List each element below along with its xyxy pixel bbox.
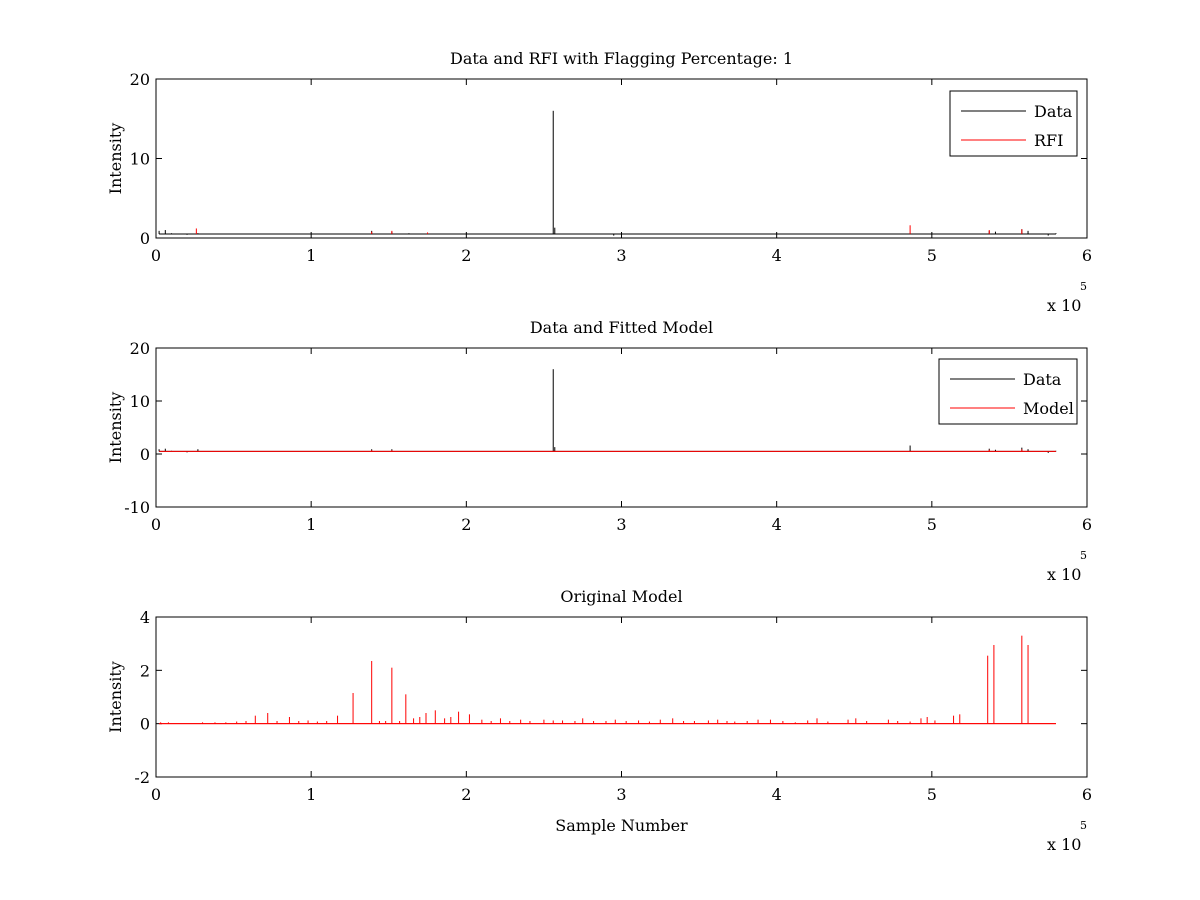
y-tick-label: 2 <box>140 661 150 680</box>
plot-area <box>155 110 1057 236</box>
x-tick-label: 4 <box>772 515 782 534</box>
y-tick-label: 4 <box>140 608 150 627</box>
plot-area <box>155 369 1057 453</box>
chart-title: Data and RFI with Flagging Percentage: 1 <box>450 49 793 68</box>
x-axis-label: Sample Number <box>555 816 688 835</box>
x-exponent-label: x 10 <box>1047 296 1081 315</box>
x-tick-label: 3 <box>616 785 626 804</box>
legend-box <box>938 358 1078 425</box>
x-tick-label: 0 <box>151 515 161 534</box>
x-tick-label: 2 <box>461 785 471 804</box>
axes-box <box>155 616 1088 778</box>
x-tick-label: 1 <box>306 785 316 804</box>
y-tick-label: -2 <box>134 768 150 787</box>
y-tick-label: 20 <box>130 70 150 89</box>
x-exponent-label: x 10 <box>1047 565 1081 584</box>
legend-label: Model <box>1023 399 1074 418</box>
series-model <box>159 449 1056 452</box>
legend-label: RFI <box>1034 131 1063 150</box>
series-rfi <box>195 225 1023 235</box>
y-axis-label: Intensity <box>106 123 125 195</box>
x-tick-label: 3 <box>616 515 626 534</box>
x-tick-label: 2 <box>461 246 471 265</box>
x-tick-label: 1 <box>306 246 316 265</box>
subplot-1: Data and RFI with Flagging Percentage: 1… <box>106 49 1092 315</box>
x-exponent-power: 5 <box>1080 549 1087 562</box>
x-tick-label: 4 <box>772 246 782 265</box>
x-tick-label: 2 <box>461 515 471 534</box>
series-data <box>155 110 1057 236</box>
x-tick-label: 6 <box>1082 785 1092 804</box>
x-tick-label: 0 <box>151 785 161 804</box>
y-tick-label: 0 <box>140 229 150 248</box>
axes-box <box>155 78 1088 239</box>
y-tick-label: 20 <box>130 339 150 358</box>
x-tick-label: 0 <box>151 246 161 265</box>
y-tick-label: 10 <box>130 392 150 411</box>
plot-area <box>159 635 1056 725</box>
chart-title: Original Model <box>560 587 682 606</box>
legend-label: Data <box>1034 102 1073 121</box>
axes-box <box>155 347 1088 508</box>
y-tick-label: 0 <box>140 715 150 734</box>
x-tick-label: 5 <box>927 246 937 265</box>
chart-title: Data and Fitted Model <box>530 318 713 337</box>
x-exponent-power: 5 <box>1080 819 1087 832</box>
legend-box <box>949 90 1078 157</box>
y-axis-label: Intensity <box>106 392 125 464</box>
y-tick-label: 0 <box>140 445 150 464</box>
legend: Data RFI <box>949 90 1078 157</box>
x-tick-label: 5 <box>927 785 937 804</box>
x-tick-label: 6 <box>1082 246 1092 265</box>
x-exponent-power: 5 <box>1080 280 1087 293</box>
x-tick-label: 1 <box>306 515 316 534</box>
y-tick-label: -10 <box>124 498 150 517</box>
legend: Data Model <box>938 358 1078 425</box>
legend-label: Data <box>1023 370 1062 389</box>
x-tick-label: 3 <box>616 246 626 265</box>
x-tick-label: 4 <box>772 785 782 804</box>
y-tick-label: 10 <box>130 150 150 169</box>
x-tick-label: 6 <box>1082 515 1092 534</box>
y-axis-label: Intensity <box>106 661 125 733</box>
x-tick-label: 5 <box>927 515 937 534</box>
x-exponent-label: x 10 <box>1047 835 1081 854</box>
